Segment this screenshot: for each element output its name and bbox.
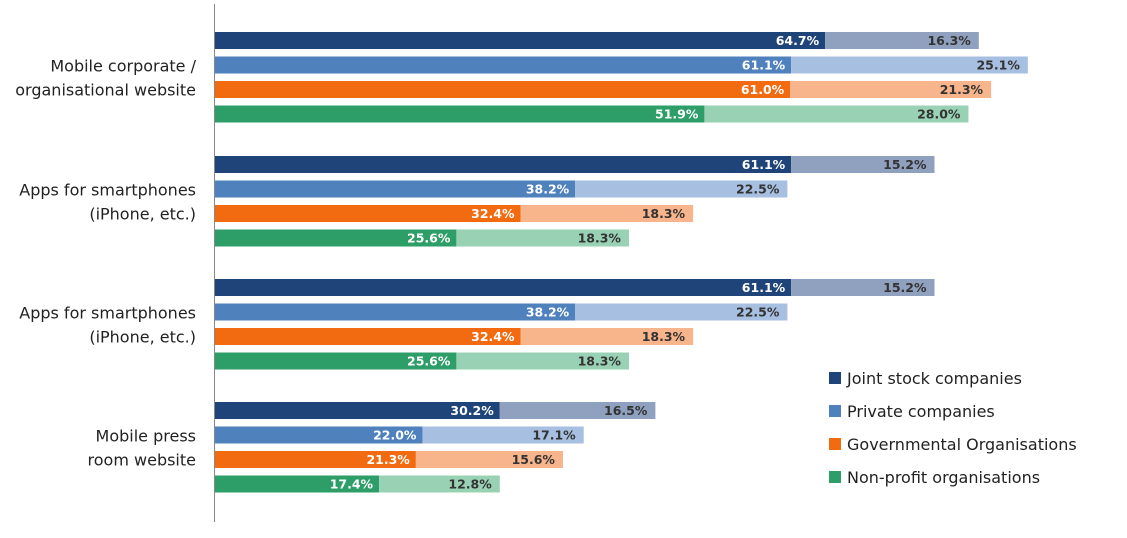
bar-segment-main xyxy=(215,229,457,247)
bar-segment-secondary xyxy=(499,402,656,419)
value-label-secondary: 15.6% xyxy=(512,452,556,467)
bar-segment-main xyxy=(215,32,826,49)
value-label-secondary: 16.5% xyxy=(604,403,648,418)
value-label-main: 61.0% xyxy=(741,82,785,97)
bar-segment-secondary xyxy=(422,426,584,444)
value-label-main: 61.1% xyxy=(742,58,786,73)
category-label: (iPhone, etc.) xyxy=(89,327,196,346)
bar-segment-secondary xyxy=(704,105,969,123)
bar-segment-main xyxy=(215,81,791,98)
bar-segment-secondary xyxy=(791,279,935,296)
value-label-secondary: 25.1% xyxy=(976,58,1020,73)
category-label: (iPhone, etc.) xyxy=(89,204,196,223)
bar-segment-main xyxy=(215,328,521,345)
value-label-main: 61.1% xyxy=(742,280,786,295)
bar-segment-secondary xyxy=(825,32,979,49)
legend: Joint stock companies Private companies Go… xyxy=(829,369,1077,487)
bar-segment-secondary xyxy=(790,81,992,98)
legend-label: Private companies xyxy=(847,402,995,421)
bar-segment-secondary xyxy=(575,303,788,321)
bar-segment-secondary xyxy=(456,352,629,370)
value-label-secondary: 22.5% xyxy=(736,182,780,197)
bar-segment-main xyxy=(215,402,500,419)
bar-segment-main xyxy=(215,156,792,173)
bars-layer: 64.7% 16.3% 61.1% 25.1% 61.0% 21.3% 51.9% 28.0%… xyxy=(215,32,1028,493)
bar-segment-main xyxy=(215,279,792,296)
bar-segment-secondary xyxy=(575,180,788,198)
value-label-main: 32.4% xyxy=(471,329,515,344)
legend-swatch xyxy=(829,471,841,483)
value-label-main: 38.2% xyxy=(526,182,570,197)
value-label-main: 61.1% xyxy=(742,157,786,172)
bar-segment-main xyxy=(215,475,380,493)
value-label-secondary: 18.3% xyxy=(642,206,686,221)
value-label-secondary: 15.2% xyxy=(883,280,927,295)
value-label-main: 30.2% xyxy=(450,403,494,418)
value-label-main: 32.4% xyxy=(471,206,515,221)
bar-segment-main xyxy=(215,426,423,444)
legend-label: Joint stock companies xyxy=(846,369,1022,388)
bar-segment-secondary xyxy=(379,475,500,493)
bar-segment-main xyxy=(215,180,576,198)
bar-segment-secondary xyxy=(520,328,694,345)
value-label-main: 25.6% xyxy=(407,354,451,369)
bar-segment-secondary xyxy=(791,56,1028,74)
value-label-secondary: 21.3% xyxy=(940,82,984,97)
bar-segment-main xyxy=(215,303,576,321)
value-label-main: 22.0% xyxy=(373,428,417,443)
bar-segment-main xyxy=(215,205,521,222)
value-label-secondary: 22.5% xyxy=(736,305,780,320)
category-label: room website xyxy=(88,450,196,469)
category-label: Mobile press xyxy=(96,426,196,445)
value-label-main: 17.4% xyxy=(330,477,374,492)
legend-swatch xyxy=(829,438,841,450)
value-label-main: 38.2% xyxy=(526,305,570,320)
value-label-main: 25.6% xyxy=(407,231,451,246)
category-label: organisational website xyxy=(15,80,196,99)
legend-label: Governmental Organisations xyxy=(847,435,1077,454)
value-label-secondary: 18.3% xyxy=(642,329,686,344)
legend-label: Non-profit organisations xyxy=(847,468,1040,487)
value-label-secondary: 16.3% xyxy=(927,33,971,48)
bar-segment-main xyxy=(215,451,416,468)
bar-segment-main xyxy=(215,352,457,370)
value-label-main: 51.9% xyxy=(655,107,699,122)
category-labels: Mobile corporate / organisational website… xyxy=(15,56,196,469)
bar-segment-secondary xyxy=(456,229,629,247)
category-label: Apps for smartphones xyxy=(19,303,196,322)
category-label: Mobile corporate / xyxy=(50,56,196,75)
value-label-secondary: 15.2% xyxy=(883,157,927,172)
value-label-main: 64.7% xyxy=(776,33,820,48)
legend-swatch xyxy=(829,372,841,384)
value-label-secondary: 28.0% xyxy=(917,107,961,122)
bar-segment-secondary xyxy=(791,156,935,173)
legend-swatch xyxy=(829,405,841,417)
bar-segment-main xyxy=(215,56,792,74)
value-label-secondary: 17.1% xyxy=(532,428,576,443)
value-label-main: 21.3% xyxy=(366,452,410,467)
bar-segment-secondary xyxy=(415,451,563,468)
value-label-secondary: 18.3% xyxy=(578,354,622,369)
value-label-secondary: 12.8% xyxy=(448,477,492,492)
category-label: Apps for smartphones xyxy=(19,180,196,199)
bar-segment-secondary xyxy=(520,205,694,222)
bar-segment-main xyxy=(215,105,705,123)
value-label-secondary: 18.3% xyxy=(578,231,622,246)
